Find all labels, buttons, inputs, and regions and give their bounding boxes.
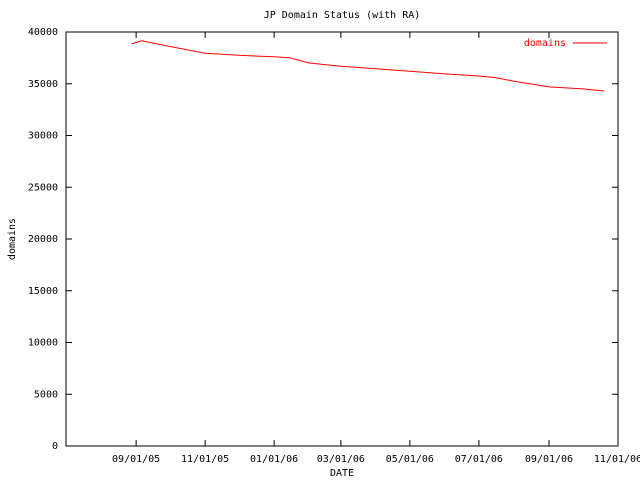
- x-tick-label: 11/01/05: [181, 454, 229, 465]
- y-tick-label: 15000: [28, 286, 58, 297]
- y-tick-label: 25000: [28, 182, 58, 193]
- y-tick-label: 0: [52, 441, 58, 452]
- x-axis-label: DATE: [330, 468, 354, 479]
- x-tick-label: 07/01/06: [455, 454, 503, 465]
- y-tick-label: 35000: [28, 79, 58, 90]
- x-tick-label: 01/01/06: [250, 454, 298, 465]
- x-tick-label: 09/01/06: [525, 454, 573, 465]
- y-axis-label: domains: [7, 218, 18, 260]
- y-tick-label: 5000: [34, 389, 58, 400]
- chart-title: JP Domain Status (with RA): [264, 10, 421, 21]
- x-tick-label: 05/01/06: [386, 454, 434, 465]
- data-line: [131, 40, 605, 92]
- x-tick-label: 09/01/05: [112, 454, 160, 465]
- y-tick-label: 40000: [28, 27, 58, 38]
- x-tick-label: 03/01/06: [317, 454, 365, 465]
- legend-label: domains: [524, 38, 566, 49]
- y-tick-label: 30000: [28, 131, 58, 142]
- y-tick-label: 10000: [28, 338, 58, 349]
- x-tick-label: 11/01/06: [594, 454, 640, 465]
- y-tick-label: 20000: [28, 234, 58, 245]
